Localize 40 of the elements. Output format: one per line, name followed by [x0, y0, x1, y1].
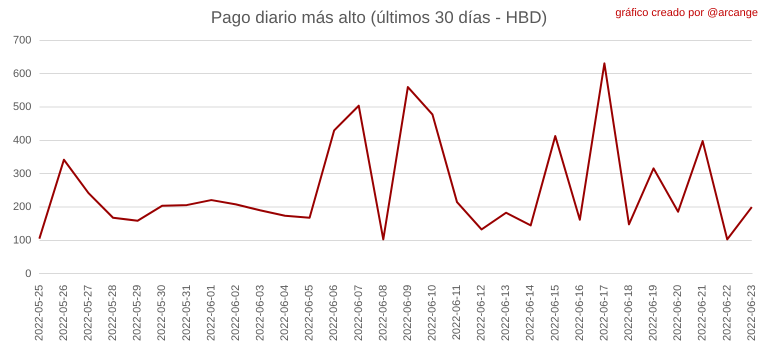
x-tick-label: 2022-06-19: [648, 284, 660, 342]
x-tick-label: 2022-06-04: [279, 284, 292, 342]
x-tick-label: 2022-05-29: [132, 284, 144, 342]
x-tick-label: 2022-06-05: [304, 284, 316, 342]
x-tick-label: 2022-06-18: [622, 284, 635, 342]
x-tick-label: 2022-05-26: [58, 284, 70, 342]
chart-title: Pago diario más alto (últimos 30 días - HBD): [210, 8, 548, 27]
x-tick-label: 2022-06-21: [696, 284, 709, 342]
x-tick-label: 2022-05-28: [107, 284, 120, 342]
x-tick-label: 2022-06-09: [402, 284, 414, 342]
x-tick-label: 2022-06-20: [672, 284, 684, 342]
x-tick-label: 2022-06-02: [230, 284, 242, 342]
x-tick-label: 2022-06-07: [352, 284, 365, 342]
x-tick-label: 2022-06-16: [574, 284, 586, 342]
x-tick-label: 2022-06-12: [476, 284, 488, 342]
x-tick-label: 2022-05-30: [156, 284, 168, 342]
y-tick-label: 400: [12, 134, 32, 146]
x-tick-label: 2022-06-01: [205, 284, 218, 342]
x-tick-label: 2022-06-10: [426, 284, 438, 342]
x-tick-label: 2022-06-06: [328, 284, 340, 342]
x-tick-label: 2022-05-31: [180, 284, 193, 342]
x-tick-label: 2022-06-15: [549, 284, 562, 342]
y-tick-label: 0: [25, 268, 32, 280]
x-tick-label: 2022-06-14: [524, 284, 537, 342]
x-tick-label: 2022-05-25: [33, 284, 46, 342]
x-tick-label: 2022-06-23: [746, 284, 758, 342]
y-tick-label: 700: [12, 34, 32, 46]
x-tick-label: 2022-06-08: [377, 284, 390, 342]
y-tick-label: 200: [12, 201, 32, 214]
x-tick-label: 2022-06-17: [598, 284, 610, 342]
y-tick-label: 500: [12, 101, 32, 114]
x-tick-label: 2022-06-11: [451, 284, 464, 340]
x-tick-label: 2022-06-13: [500, 284, 512, 342]
y-tick-label: 300: [12, 168, 32, 180]
x-tick-label: 2022-05-27: [82, 284, 95, 342]
text: gráfico creado por @arcange: [615, 7, 758, 19]
x-tick-label: 2022-06-22: [721, 284, 734, 342]
y-tick-label: 100: [12, 234, 32, 246]
x-tick-label: 2022-06-03: [254, 284, 266, 342]
y-tick-label: 600: [12, 68, 32, 80]
